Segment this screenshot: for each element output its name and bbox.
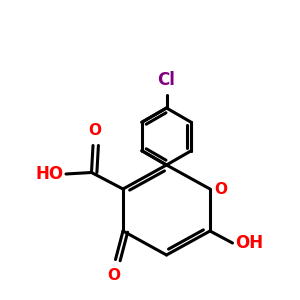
Text: HO: HO bbox=[35, 165, 64, 183]
Text: OH: OH bbox=[235, 234, 263, 252]
Text: Cl: Cl bbox=[158, 70, 175, 88]
Text: O: O bbox=[88, 123, 101, 138]
Text: O: O bbox=[107, 268, 121, 284]
Text: O: O bbox=[214, 182, 227, 196]
